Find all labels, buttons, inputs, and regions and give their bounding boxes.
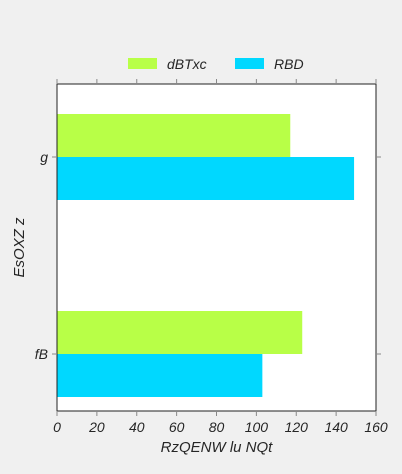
legend-swatch-RBD: [235, 58, 264, 69]
legend-swatch-dBTxc: [128, 58, 157, 69]
x-axis-label: RzQENW lu NQt: [161, 439, 274, 456]
x-tick-label: 80: [209, 419, 225, 435]
bar-RBD-fB: [57, 354, 263, 397]
x-axis: 0 20 40 60 80 100 120 140 160: [53, 79, 388, 435]
x-tick-label: 120: [285, 419, 309, 435]
legend: dBTxc RBD: [128, 56, 304, 72]
x-tick-label: 40: [129, 419, 145, 435]
y-tick-label: g: [40, 149, 48, 165]
legend-label-dBTxc: dBTxc: [167, 56, 207, 72]
x-tick-label: 100: [245, 419, 269, 435]
x-tick-label: 160: [364, 419, 388, 435]
bar-dBTxc-g: [57, 114, 291, 157]
y-axis: g fB: [35, 149, 381, 362]
x-tick-label: 60: [169, 419, 185, 435]
x-tick-label: 140: [324, 419, 348, 435]
x-tick-label: 20: [88, 419, 105, 435]
legend-label-RBD: RBD: [274, 56, 304, 72]
bar-RBD-g: [57, 157, 355, 200]
bar-dBTxc-fB: [57, 311, 303, 354]
y-tick-label: fB: [35, 346, 48, 362]
y-axis-label: EsOXZ z: [11, 217, 28, 278]
x-tick-label: 0: [53, 419, 61, 435]
bars: [57, 114, 355, 397]
